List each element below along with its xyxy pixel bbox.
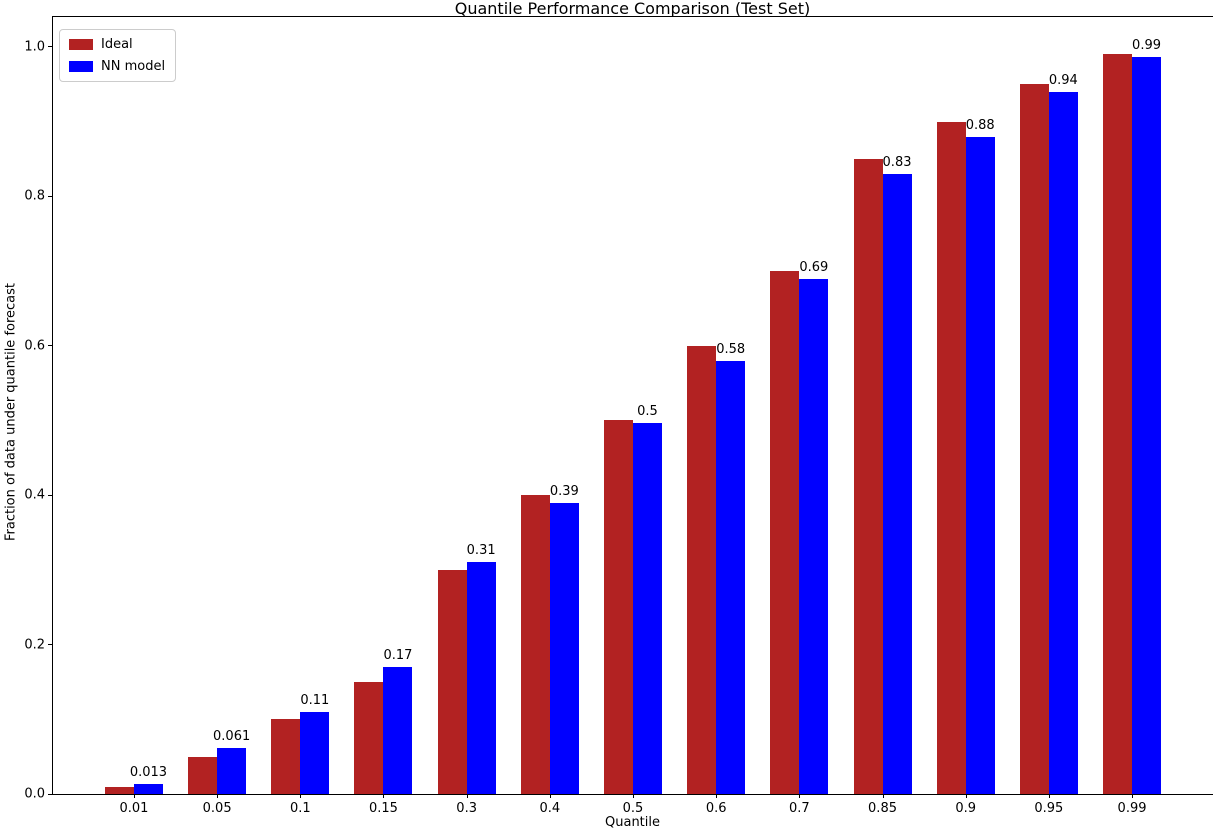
bar-ideal [271,719,301,794]
legend-label: Ideal [101,37,133,52]
y-tick-label: 0.2 [24,637,45,653]
x-tick-label: 0.99 [1117,801,1147,816]
x-tick [1048,794,1050,798]
legend: Ideal NN model [59,29,177,82]
x-axis-label: Quantile [605,815,660,830]
bar-nn-model [799,278,829,794]
x-tick-label: 0.4 [539,801,561,816]
bar-nn-model [133,784,163,794]
bar-ideal [1019,84,1049,794]
bar-nn-model [217,748,247,794]
y-tick-label: 0.6 [24,338,45,354]
legend-label: NN model [101,59,166,74]
bar-nn-model [300,711,330,794]
bar-value-label: 0.013 [129,765,168,781]
chart-title: Quantile Performance Comparison (Test Se… [454,0,811,18]
x-tick-label: 0.3 [456,801,477,816]
x-tick-label: 0.95 [1034,801,1064,816]
y-tick-label: 0.4 [24,487,45,503]
x-tick [549,794,551,798]
x-tick-label: 0.5 [622,801,644,816]
bar-value-label: 0.99 [1132,37,1162,53]
x-tick [217,794,219,798]
bar-ideal [354,681,384,794]
bar-value-label: 0.88 [965,117,995,133]
x-tick [633,794,634,798]
legend-swatch [69,39,93,50]
legend-item: Ideal [69,37,165,52]
y-tick-label: 1.0 [24,39,45,55]
x-tick [383,794,385,798]
x-tick-label: 0.1 [289,801,311,816]
x-tick-label: 0.01 [119,801,149,816]
bar-ideal [188,756,218,794]
bar-value-label: 0.69 [799,259,829,275]
y-tick [48,644,52,646]
x-tick [965,794,967,798]
x-tick [1132,794,1134,798]
bar-ideal [520,495,550,794]
bar-value-label: 0.83 [882,154,912,170]
x-tick-label: 0.15 [368,801,398,816]
bar-nn-model [1048,91,1078,794]
bar-nn-model [1132,56,1162,794]
y-tick [48,494,52,496]
y-axis-label: Fraction of data under quantile forecast [4,283,19,541]
y-tick [48,345,52,347]
y-tick-label: 0.0 [24,786,45,802]
bar-nn-model [716,360,746,794]
x-tick-label: 0.05 [202,801,232,816]
x-tick [716,794,718,798]
x-tick [466,794,468,798]
x-tick [300,794,302,798]
x-tick [133,794,135,798]
bar-ideal [687,345,717,794]
legend-item: NN model [69,59,165,74]
bar-ideal [853,158,883,794]
bar-ideal [104,786,134,794]
bar-nn-model [549,502,579,794]
x-tick [799,794,801,798]
bar-value-label: 0.5 [637,403,658,419]
y-tick [48,46,52,48]
bar-nn-model [882,173,912,794]
y-tick-label: 0.8 [24,188,45,204]
y-tick [48,793,52,795]
bar-nn-model [383,667,413,794]
bar-nn-model [965,136,995,794]
plot-area: Ideal NN model 0.0 0.2 0.4 0.6 0.8 1.0 0.01 0.05… [24,16,1213,816]
bar-ideal [437,569,467,794]
bar-value-label: 0.31 [466,543,496,559]
legend-swatch [69,61,93,72]
x-tick-label: 0.6 [705,801,727,816]
bar-nn-model [633,422,662,794]
bar-value-label: 0.58 [716,341,746,357]
bar-value-label: 0.39 [549,483,579,499]
bar-value-label: 0.17 [383,648,413,663]
bar-ideal [604,420,633,794]
bar-value-label: 0.061 [213,729,251,745]
x-tick-label: 0.9 [955,801,977,816]
x-tick-label: 0.85 [868,801,897,816]
x-tick [882,794,884,798]
bar-ideal [1103,54,1133,794]
x-tick-label: 0.7 [789,801,810,816]
bar-value-label: 0.94 [1048,72,1078,88]
y-tick [48,195,52,197]
bar-value-label: 0.11 [300,692,330,708]
bar-ideal [936,121,966,794]
bar-ideal [770,271,800,794]
y-axis-label-text: Fraction of data under quantile forecast [3,282,19,542]
bar-nn-model [466,562,496,794]
